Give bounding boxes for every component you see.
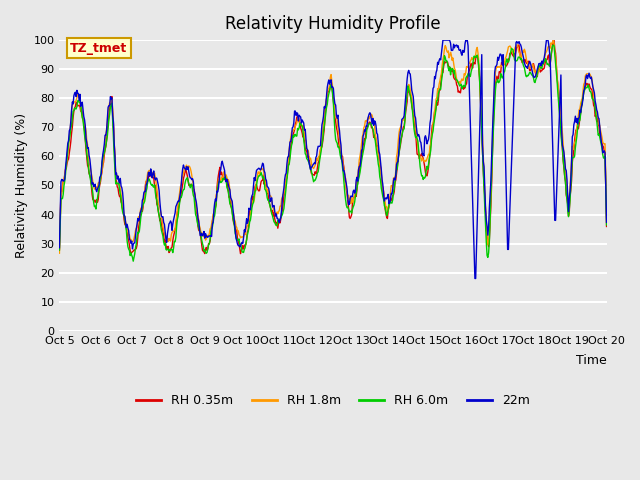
RH 0.35m	[416, 153, 424, 159]
RH 1.8m	[65, 135, 73, 141]
RH 0.35m	[127, 251, 135, 257]
RH 1.8m	[122, 219, 129, 225]
RH 6.0m	[122, 222, 129, 228]
RH 6.0m	[65, 137, 73, 143]
22m	[439, 37, 447, 43]
22m	[471, 276, 479, 281]
RH 0.35m	[56, 247, 63, 252]
Title: Relativity Humidity Profile: Relativity Humidity Profile	[225, 15, 441, 33]
RH 0.35m	[207, 231, 214, 237]
Line: 22m: 22m	[60, 40, 607, 278]
X-axis label: Time: Time	[576, 354, 607, 367]
22m	[177, 183, 185, 189]
Text: TZ_tmet: TZ_tmet	[70, 42, 127, 55]
RH 6.0m	[400, 126, 408, 132]
RH 0.35m	[550, 37, 557, 43]
22m	[415, 134, 423, 140]
RH 0.35m	[65, 150, 73, 156]
22m	[399, 115, 407, 121]
Legend: RH 0.35m, RH 1.8m, RH 6.0m, 22m: RH 0.35m, RH 1.8m, RH 6.0m, 22m	[131, 389, 535, 412]
Y-axis label: Relativity Humidity (%): Relativity Humidity (%)	[15, 113, 28, 258]
RH 0.35m	[122, 223, 129, 228]
RH 1.8m	[399, 117, 407, 123]
RH 6.0m	[416, 164, 424, 169]
Line: RH 6.0m: RH 6.0m	[60, 45, 607, 261]
RH 6.0m	[550, 42, 557, 48]
RH 6.0m	[56, 247, 63, 253]
22m	[206, 233, 214, 239]
RH 6.0m	[603, 222, 611, 228]
22m	[65, 128, 73, 134]
RH 0.35m	[603, 224, 611, 229]
RH 0.35m	[178, 186, 186, 192]
RH 1.8m	[177, 181, 185, 187]
RH 1.8m	[550, 37, 557, 43]
22m	[122, 220, 129, 226]
22m	[56, 245, 63, 251]
RH 1.8m	[206, 226, 214, 232]
Line: RH 0.35m: RH 0.35m	[60, 40, 607, 254]
Line: RH 1.8m: RH 1.8m	[60, 40, 607, 253]
RH 1.8m	[56, 251, 63, 256]
RH 0.35m	[400, 123, 408, 129]
RH 6.0m	[178, 192, 186, 198]
22m	[603, 219, 611, 225]
RH 6.0m	[129, 258, 137, 264]
RH 1.8m	[415, 152, 423, 158]
RH 1.8m	[603, 215, 611, 220]
RH 6.0m	[207, 229, 214, 235]
